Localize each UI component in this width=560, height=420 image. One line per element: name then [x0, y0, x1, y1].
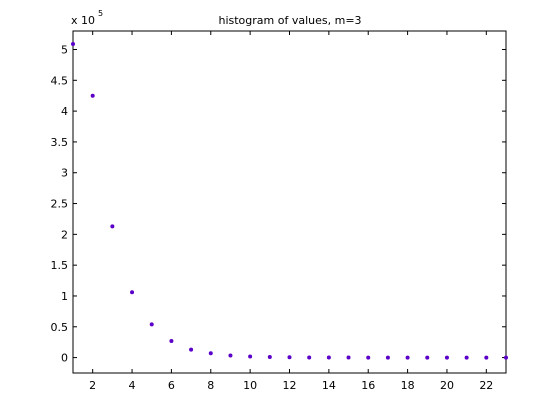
chart-title: histogram of values, m=3: [218, 14, 361, 27]
data-point: [287, 355, 292, 360]
y-tick-label: 1.5: [51, 259, 69, 272]
data-point: [267, 355, 272, 360]
y-multiplier: x 10: [71, 14, 95, 27]
data-point: [130, 290, 135, 295]
data-point: [385, 355, 390, 360]
data-point: [189, 347, 194, 352]
y-tick-label: 3.5: [51, 136, 69, 149]
y-tick-label: 0.5: [51, 321, 69, 334]
data-point: [149, 322, 154, 327]
y-tick-label: 3: [61, 167, 68, 180]
x-tick-label: 14: [322, 379, 336, 392]
data-point: [169, 338, 174, 343]
x-tick-label: 2: [89, 379, 96, 392]
x-tick-label: 12: [283, 379, 297, 392]
plot-area: [72, 30, 507, 374]
data-point: [366, 355, 371, 360]
axis-ticks: 2 4 6 8 10 12 14 16 18 20 22 0 0.5 1 1.5 2 2.5 3 3.5 4 4.5 5: [51, 31, 506, 392]
y-tick-label: 2.5: [51, 198, 69, 211]
data-point: [326, 355, 331, 360]
data-point: [307, 355, 312, 360]
x-tick-label: 6: [168, 379, 175, 392]
data-point: [71, 41, 75, 46]
data-point: [228, 353, 233, 358]
x-tick-label: 16: [361, 379, 375, 392]
x-tick-label: 20: [440, 379, 454, 392]
x-tick-label: 10: [243, 379, 257, 392]
data-point: [405, 355, 410, 360]
data-point: [504, 355, 508, 360]
data-point: [90, 93, 95, 98]
data-point: [208, 351, 213, 356]
y-tick-label: 4.5: [51, 74, 69, 87]
x-tick-label: 22: [479, 379, 493, 392]
x-tick-label: 18: [401, 379, 415, 392]
data-point: [110, 224, 115, 229]
data-point: [248, 354, 253, 359]
y-tick-label: 4: [61, 105, 68, 118]
y-tick-label: 5: [61, 43, 68, 56]
data-point: [464, 355, 469, 360]
y-exponent: 5: [98, 9, 103, 18]
data-point: [425, 355, 430, 360]
y-tick-label: 1: [61, 290, 68, 303]
data-point: [346, 355, 351, 360]
y-tick-label: 2: [61, 228, 68, 241]
data-point: [484, 355, 489, 360]
x-tick-label: 8: [207, 379, 214, 392]
y-tick-label: 0: [61, 352, 68, 365]
x-tick-label: 4: [129, 379, 136, 392]
data-points: [71, 41, 508, 360]
data-point: [444, 355, 449, 360]
